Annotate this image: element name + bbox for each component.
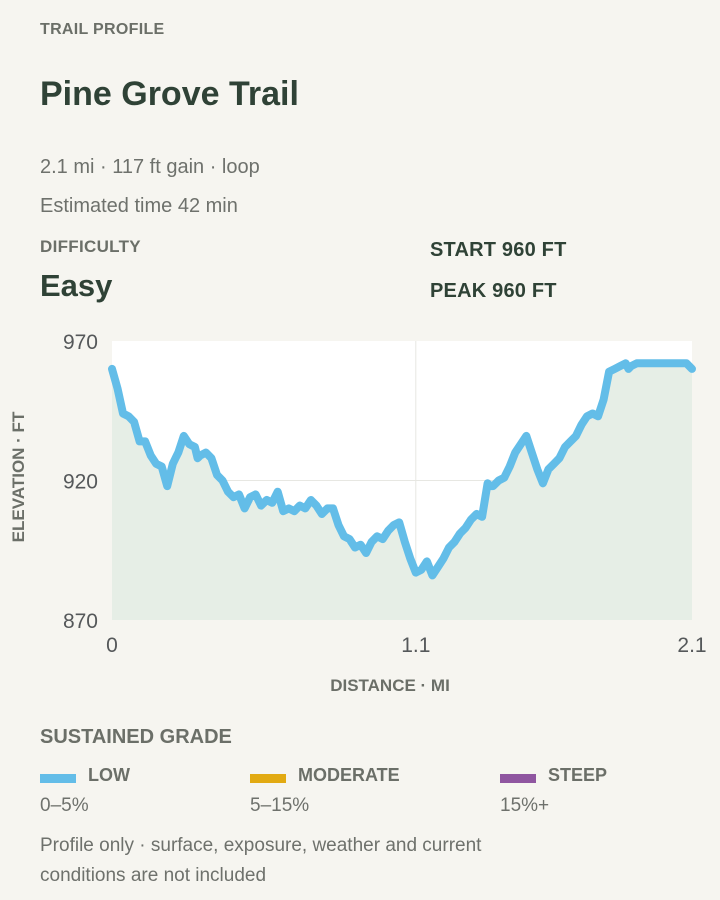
x-tick-label: 2.1	[677, 634, 706, 657]
x-tick-label: 1.1	[401, 634, 430, 657]
legend-name-steep: STEEP	[548, 765, 608, 785]
x-axis-label: DISTANCE · MI	[330, 676, 450, 695]
footnote: Profile only · surface, exposure, weathe…	[40, 835, 482, 886]
legend-title: SUSTAINED GRADE	[40, 726, 232, 748]
difficulty-value: Easy	[40, 268, 113, 303]
trail-title: Pine Grove Trail	[40, 75, 299, 113]
x-tick-label: 0	[106, 634, 118, 657]
difficulty-label: DIFFICULTY	[40, 237, 141, 256]
elevation-chart: 970 920 870 0 1.1 2.1 DISTANCE · MI ELEVATION ·…	[9, 331, 707, 695]
legend-name-moderate: MODERATE	[298, 765, 400, 785]
trail-meta: 2.1 mi · 117 ft gain · loop	[40, 156, 260, 178]
legend-range-low: 0–5%	[40, 795, 89, 816]
y-tick-label: 920	[63, 471, 98, 494]
y-axis-label: ELEVATION · FT	[9, 411, 28, 542]
elevation-area	[112, 363, 692, 620]
y-tick-label: 970	[63, 331, 98, 354]
y-tick-label: 870	[63, 610, 98, 633]
legend-swatch-steep	[500, 774, 536, 783]
peak-elevation: PEAK 960 FT	[430, 280, 557, 302]
elevation-line	[108, 359, 696, 580]
legend-swatch-low	[40, 774, 76, 783]
estimated-time: Estimated time 42 min	[40, 195, 238, 217]
legend-swatch-moderate	[250, 774, 286, 783]
start-elevation: START 960 FT	[430, 239, 567, 261]
legend-range-moderate: 5–15%	[250, 795, 310, 816]
legend-name-low: LOW	[88, 765, 130, 785]
legend-range-steep: 15%+	[500, 795, 550, 816]
eyebrow-label: TRAIL PROFILE	[40, 21, 165, 38]
